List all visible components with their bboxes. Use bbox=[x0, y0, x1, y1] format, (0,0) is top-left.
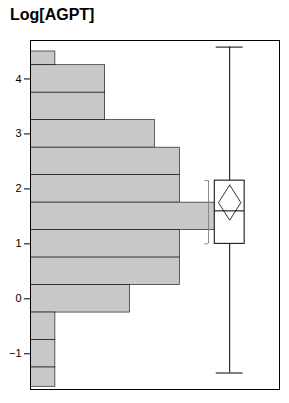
svg-text:1: 1 bbox=[15, 237, 21, 249]
svg-text:−1: −1 bbox=[9, 347, 22, 359]
svg-text:4: 4 bbox=[15, 72, 21, 84]
svg-text:2: 2 bbox=[15, 182, 21, 194]
svg-text:0: 0 bbox=[15, 292, 21, 304]
html-text:Log[AGPT]: Log[AGPT] bbox=[10, 6, 95, 23]
svg-text:3: 3 bbox=[15, 127, 21, 139]
